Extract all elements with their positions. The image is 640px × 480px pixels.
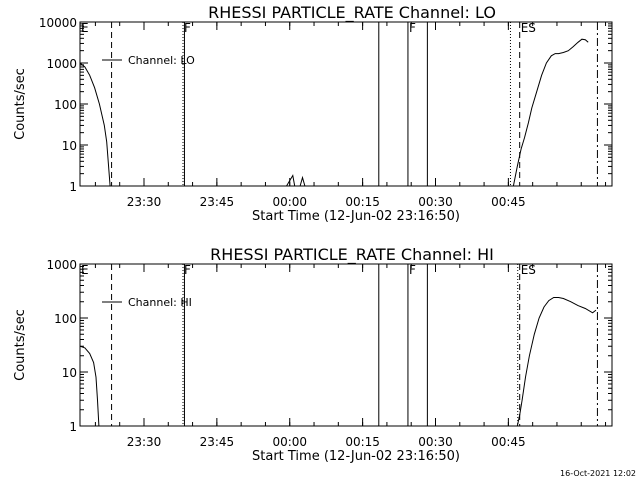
event-flag-start: E	[81, 21, 89, 35]
y-tick-label: 10	[62, 366, 77, 380]
y-tick-label: 100	[54, 98, 77, 112]
x-tick-label: 00:00	[272, 195, 307, 209]
plot-frame	[79, 21, 613, 187]
chart-panel-1: RHESSI PARTICLE_RATE Channel: LO Counts/s…	[13, 3, 613, 224]
x-tick-label: 00:30	[418, 195, 453, 209]
y-axis-label: Counts/sec	[13, 309, 28, 381]
chart-panel-2: RHESSI PARTICLE_RATE Channel: HI Counts/s…	[13, 245, 613, 464]
legend-label: Channel: HI	[128, 296, 192, 309]
x-tick-label: 00:30	[418, 435, 453, 449]
x-tick-label: 00:00	[272, 435, 307, 449]
event-flag: F	[409, 21, 416, 35]
chart-title: RHESSI PARTICLE_RATE Channel: HI	[210, 245, 494, 265]
series-line	[79, 297, 597, 427]
x-axis-label: Start Time (12-Jun-02 23:16:50)	[252, 209, 460, 224]
x-tick-label: 00:15	[345, 195, 380, 209]
y-tick-label: 1	[69, 420, 77, 434]
y-axis-label: Counts/sec	[13, 68, 28, 140]
event-flag: F	[409, 263, 416, 277]
y-tick-label: 1000	[46, 258, 77, 272]
y-tick-label: 1	[69, 180, 77, 194]
event-flag: ES	[521, 21, 536, 35]
event-flag: ES	[521, 263, 536, 277]
x-tick-label: 23:45	[200, 435, 235, 449]
y-tick-label: 1000	[46, 57, 77, 71]
series-line	[79, 38, 589, 187]
chart-title: RHESSI PARTICLE_RATE Channel: LO	[208, 3, 496, 23]
y-tick-label: 10000	[39, 16, 77, 30]
x-tick-label: 00:45	[491, 195, 526, 209]
x-tick-label: 23:45	[200, 195, 235, 209]
y-tick-label: 10	[62, 139, 77, 153]
x-tick-label: 00:45	[491, 435, 526, 449]
event-flag: F	[184, 21, 191, 35]
x-tick-label: 00:15	[345, 435, 380, 449]
timestamp-footer: 16-Oct-2021 12:02	[560, 469, 636, 478]
x-axis-label: Start Time (12-Jun-02 23:16:50)	[252, 449, 460, 464]
y-tick-label: 100	[54, 312, 77, 326]
event-flag: F	[184, 263, 191, 277]
event-flag-start: E	[81, 263, 89, 277]
legend-label: Channel: LO	[128, 54, 195, 67]
x-tick-label: 23:30	[127, 435, 162, 449]
x-tick-label: 23:30	[127, 195, 162, 209]
